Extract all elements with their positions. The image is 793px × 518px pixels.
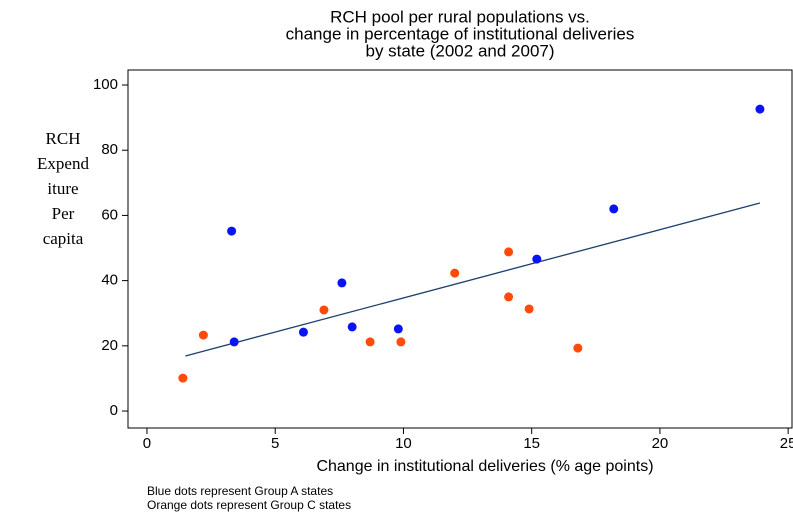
data-point (229, 337, 239, 347)
trend-line (185, 202, 761, 357)
data-point (504, 247, 514, 257)
note: Blue dots represent Group A states (147, 484, 333, 498)
data-point (524, 304, 534, 314)
y-tick-label: 100 (93, 76, 118, 93)
data-point (573, 343, 583, 353)
x-tick-label: 5 (271, 435, 279, 452)
data-point (396, 337, 406, 347)
x-tick-label: 10 (395, 435, 412, 452)
data-point (178, 373, 188, 383)
chart-title: by state (2002 and 2007) (365, 41, 554, 60)
y-tick-label: 20 (101, 337, 118, 354)
x-tick-label: 25 (780, 435, 793, 452)
y-tick-label: 40 (101, 272, 118, 289)
y-axis-label: Per (52, 204, 75, 223)
data-point (504, 292, 514, 302)
data-point (365, 337, 375, 347)
data-point (450, 268, 460, 278)
y-axis-label: Expend (37, 154, 89, 173)
plot-frame (127, 69, 793, 429)
x-tick-label: 15 (523, 435, 540, 452)
data-point (609, 204, 619, 214)
y-axis-label: capita (43, 229, 84, 248)
note: Orange dots represent Group C states (147, 498, 351, 512)
data-point (532, 254, 542, 264)
data-point (347, 322, 357, 332)
x-tick-label: 0 (143, 435, 151, 452)
data-point (319, 305, 329, 315)
data-point (227, 226, 237, 236)
y-tick-label: 60 (101, 206, 118, 223)
y-tick-label: 80 (101, 141, 118, 158)
data-point (298, 327, 308, 337)
data-point (755, 104, 765, 114)
data-point (393, 324, 403, 334)
chart-title: change in percentage of institutional de… (286, 24, 635, 43)
chart-title: RCH pool per rural populations vs. (330, 7, 590, 26)
data-point (337, 278, 347, 288)
y-axis-label: iture (47, 179, 78, 198)
data-point (198, 330, 208, 340)
x-tick-label: 20 (652, 435, 669, 452)
x-axis-label: Change in institutional deliveries (% ag… (316, 458, 653, 475)
y-tick-label: 0 (110, 402, 118, 419)
y-axis-label: RCH (46, 129, 81, 148)
